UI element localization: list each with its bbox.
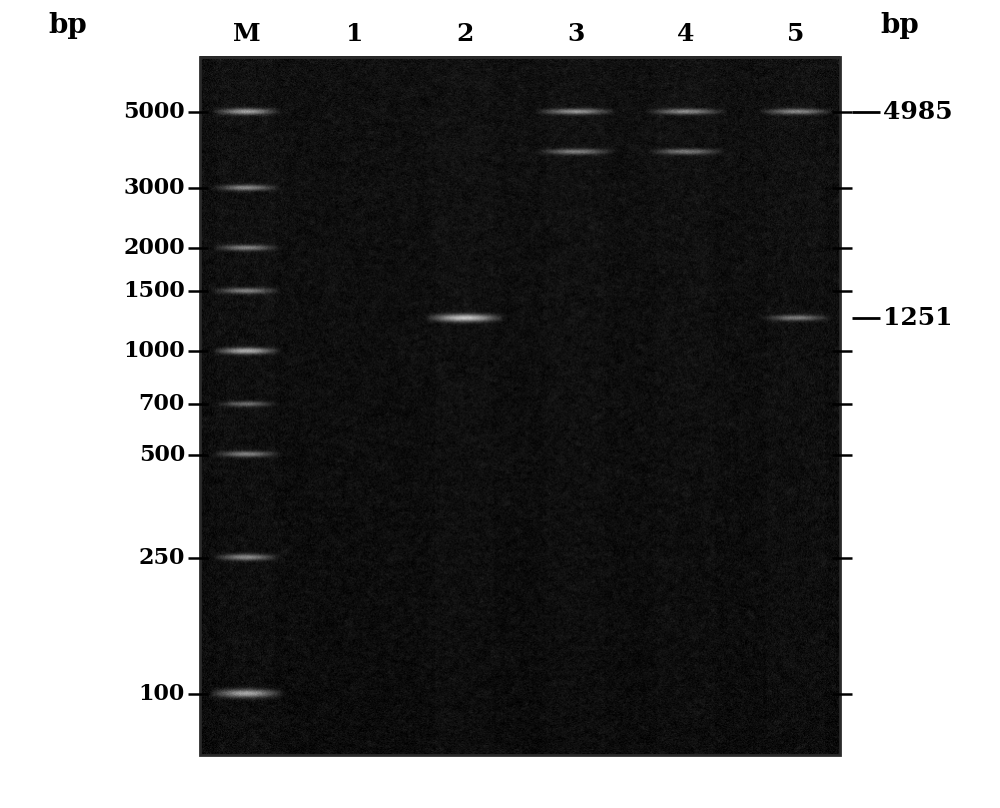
Text: 1251: 1251 bbox=[883, 306, 952, 330]
Text: bp: bp bbox=[881, 12, 919, 40]
Text: 5000: 5000 bbox=[123, 101, 185, 123]
Text: 100: 100 bbox=[139, 684, 185, 705]
Text: 250: 250 bbox=[139, 547, 185, 569]
Text: 700: 700 bbox=[139, 393, 185, 415]
Text: M: M bbox=[233, 22, 261, 46]
Bar bbox=[200, 57, 840, 755]
Text: 1500: 1500 bbox=[123, 280, 185, 302]
Text: 5: 5 bbox=[787, 22, 805, 46]
Text: 3000: 3000 bbox=[124, 177, 185, 199]
Text: bp: bp bbox=[49, 12, 87, 40]
Text: 2: 2 bbox=[456, 22, 474, 46]
Text: 3: 3 bbox=[567, 22, 585, 46]
Text: 4: 4 bbox=[677, 22, 695, 46]
Text: 2000: 2000 bbox=[123, 237, 185, 259]
Text: 1000: 1000 bbox=[123, 340, 185, 362]
Text: 1: 1 bbox=[346, 22, 364, 46]
Text: 4985: 4985 bbox=[883, 100, 953, 124]
Text: 500: 500 bbox=[139, 444, 185, 465]
